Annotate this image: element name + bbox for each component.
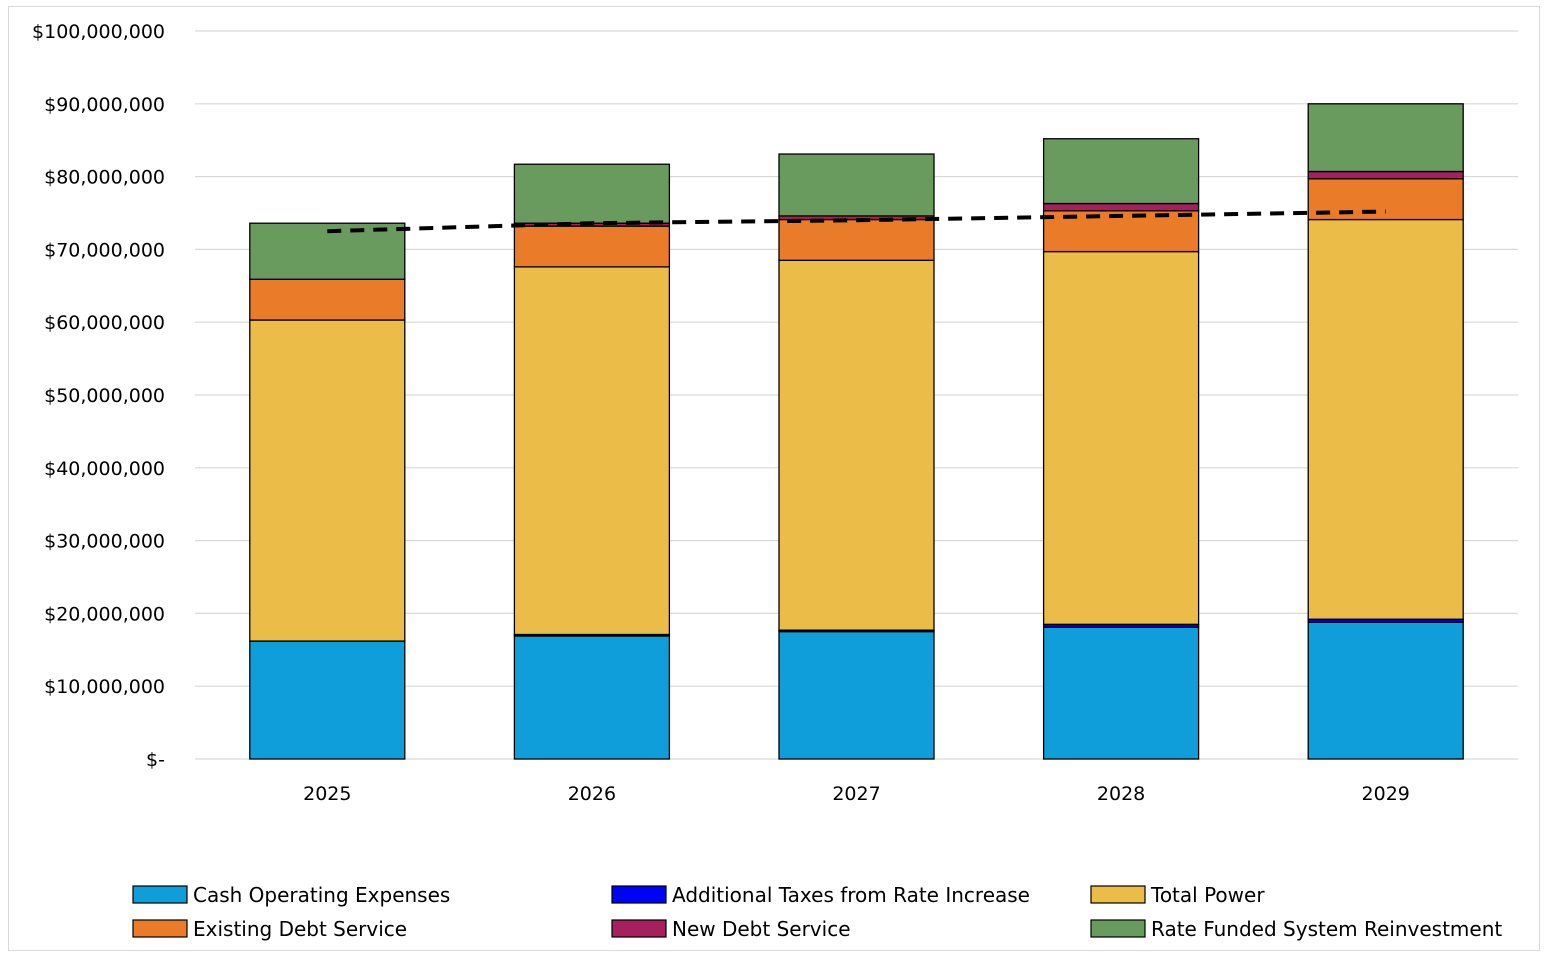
bars (249, 103, 1464, 760)
bar-segment (249, 222, 406, 280)
bar-segment (778, 630, 935, 760)
bar-segment (1307, 103, 1464, 173)
bar-segment (1307, 621, 1464, 760)
y-tick-label: $50,000,000 (44, 385, 165, 407)
trend-line (327, 209, 1386, 234)
bar-segment (778, 153, 935, 217)
legend-swatch (611, 919, 667, 938)
legend-label: Cash Operating Expenses (193, 883, 450, 907)
bar-segment (249, 640, 406, 760)
y-axis-tick-labels: $- $10,000,000 $20,000,000 $30,000,000 $40,0… (32, 21, 165, 771)
bar-segment (1042, 202, 1200, 212)
legend-swatch (611, 885, 667, 904)
bar-segment (1042, 138, 1200, 205)
y-tick-label: $70,000,000 (44, 239, 165, 261)
x-tick-label: 2028 (1097, 783, 1145, 805)
legend-swatch (132, 885, 188, 904)
bar-segment (249, 278, 406, 321)
legend-label: Rate Funded System Reinvestment (1151, 917, 1502, 941)
bar-segment (513, 635, 671, 760)
x-tick-label: 2027 (832, 783, 880, 805)
legend-item: Additional Taxes from Rate Increase (611, 883, 1030, 907)
x-tick-label: 2026 (568, 783, 616, 805)
legend-swatch (1090, 919, 1146, 938)
legend-item: Total Power (1090, 883, 1265, 907)
legend-item: New Debt Service (611, 917, 851, 941)
legend: Cash Operating Expenses Additional Taxes … (132, 883, 1502, 941)
x-axis-tick-labels: 2025 2026 2027 2028 2029 (303, 783, 1410, 805)
legend-item: Rate Funded System Reinvestment (1090, 917, 1502, 941)
x-tick-label: 2029 (1362, 783, 1410, 805)
y-tick-label: $80,000,000 (44, 167, 165, 189)
y-tick-label: $90,000,000 (44, 94, 165, 116)
bar-segment (778, 259, 935, 631)
legend-swatch (1090, 885, 1146, 904)
bar-segment (513, 225, 671, 268)
bar-segment (513, 266, 671, 636)
y-tick-label: $60,000,000 (44, 312, 165, 334)
y-tick-label: $40,000,000 (44, 458, 165, 480)
bar-segment (249, 319, 406, 642)
legend-label: Additional Taxes from Rate Increase (672, 883, 1030, 907)
bar-segment (1307, 218, 1464, 620)
bar-segment (1042, 250, 1200, 625)
y-tick-label: $10,000,000 (44, 676, 165, 698)
legend-item: Cash Operating Expenses (132, 883, 450, 907)
legend-swatch (132, 919, 188, 938)
y-tick-label: $100,000,000 (32, 21, 165, 43)
legend-item: Existing Debt Service (132, 917, 407, 941)
trend-line-series (327, 209, 1386, 234)
legend-label: New Debt Service (672, 917, 851, 941)
y-tick-label: $20,000,000 (44, 603, 165, 625)
bar-segment (1042, 626, 1200, 760)
legend-label: Existing Debt Service (193, 917, 407, 941)
bar-segment (778, 218, 935, 261)
bar-segment (513, 163, 671, 224)
x-tick-label: 2025 (303, 783, 351, 805)
y-tick-label: $- (146, 749, 165, 771)
y-tick-label: $30,000,000 (44, 531, 165, 553)
legend-label: Total Power (1150, 883, 1265, 907)
bar-segment (1307, 170, 1464, 180)
